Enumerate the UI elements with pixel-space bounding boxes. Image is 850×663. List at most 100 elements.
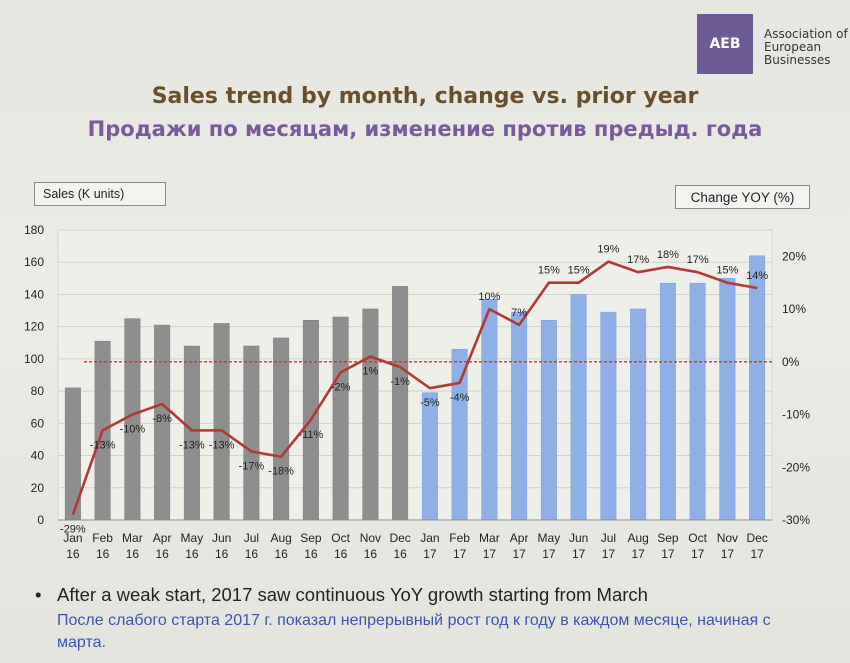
x-tick-year: 17: [572, 547, 586, 561]
data-label: -13%: [209, 439, 235, 451]
bar: [481, 299, 498, 521]
data-label: 17%: [687, 254, 709, 266]
bar: [451, 348, 468, 521]
x-tick-year: 16: [393, 547, 407, 561]
data-label: 17%: [627, 254, 649, 266]
data-label: -2%: [331, 381, 351, 393]
bar: [183, 345, 200, 521]
bar: [749, 255, 766, 521]
x-tick-month: Mar: [479, 531, 500, 545]
x-tick-month: Aug: [627, 531, 648, 545]
right-tick-label: 20%: [782, 249, 806, 263]
bar: [273, 337, 290, 521]
right-tick-label: -30%: [782, 513, 810, 527]
yoy-change-line: [71, 260, 758, 516]
left-tick-label: 180: [24, 223, 44, 237]
bar: [540, 319, 557, 521]
x-tick-year: 17: [661, 547, 675, 561]
left-tick-label: 0: [37, 513, 44, 527]
x-tick-month: Dec: [746, 531, 767, 545]
x-tick-year: 16: [185, 547, 199, 561]
data-label: 19%: [597, 244, 619, 256]
x-tick-month: Jul: [601, 531, 616, 545]
data-label: 15%: [716, 265, 738, 277]
note-russian: После слабого старта 2017 г. показал неп…: [57, 612, 771, 651]
left-axis-label: Sales (K units): [34, 182, 166, 206]
data-label: 7%: [511, 307, 527, 319]
data-label: 15%: [568, 265, 590, 277]
x-tick-month: Apr: [153, 531, 172, 545]
data-label: -17%: [239, 460, 265, 472]
x-tick-year: 17: [691, 547, 705, 561]
bar: [243, 345, 260, 521]
x-tick-year: 16: [274, 547, 288, 561]
data-label: -10%: [120, 424, 146, 436]
left-tick-label: 20: [31, 481, 45, 495]
left-tick-label: 120: [24, 320, 44, 334]
x-tick-year: 17: [602, 547, 616, 561]
x-tick-year: 17: [453, 547, 467, 561]
organization-name: Association of European Businesses: [764, 27, 848, 67]
bar: [421, 392, 438, 521]
x-tick-month: Sep: [300, 531, 322, 545]
sales-yoy-chart: 0 20 40 60 80 100 120 140 160 180 -30% -20% -10% 0% 10…: [24, 223, 810, 561]
bar: [719, 278, 736, 521]
x-tick-month: Nov: [360, 531, 381, 545]
right-axis-label: Change YOY (%): [675, 185, 810, 209]
left-axis-label-text: Sales (K units): [43, 187, 125, 201]
x-tick-year: 17: [542, 547, 556, 561]
data-label: -13%: [179, 439, 205, 451]
left-tick-label: 80: [31, 384, 45, 398]
x-tick-year: 17: [721, 547, 735, 561]
right-tick-label: -10%: [782, 408, 810, 422]
right-axis-label-text: Change YOY (%): [690, 189, 795, 205]
x-tick-year: 16: [334, 547, 348, 561]
note-english-text: After a weak start, 2017 saw continuous …: [57, 584, 648, 605]
left-tick-label: 140: [24, 287, 44, 301]
bar: [659, 282, 676, 521]
data-label: -4%: [450, 392, 470, 404]
left-tick-label: 160: [24, 255, 44, 269]
left-tick-label: 40: [31, 449, 45, 463]
x-tick-month: Apr: [510, 531, 529, 545]
x-tick-month: Jun: [569, 531, 588, 545]
bar: [362, 308, 379, 521]
left-tick-label: 60: [31, 416, 45, 430]
bar: [213, 323, 230, 521]
data-label: -8%: [152, 413, 172, 425]
x-tick-month: Feb: [92, 531, 113, 545]
x-tick-year: 16: [66, 547, 80, 561]
x-tick-year: 16: [364, 547, 378, 561]
right-tick-label: 10%: [782, 302, 806, 316]
x-tick-year: 17: [483, 547, 497, 561]
x-tick-year: 16: [304, 547, 318, 561]
aeb-logo: AEB: [697, 14, 753, 74]
data-label: 14%: [746, 270, 768, 282]
right-tick-label: 0%: [782, 355, 800, 369]
x-tick-month: Feb: [449, 531, 470, 545]
logo-mark: AEB: [709, 36, 741, 52]
bar: [600, 311, 617, 521]
x-tick-year: 16: [96, 547, 110, 561]
title-russian: Продажи по месяцам, изменение против пре…: [87, 117, 763, 141]
data-label: -29%: [60, 524, 86, 536]
data-label: 10%: [478, 291, 500, 303]
data-label: -18%: [268, 466, 294, 478]
x-tick-month: May: [181, 531, 204, 545]
x-tick-month: Jan: [63, 531, 82, 545]
x-tick-year: 17: [631, 547, 645, 561]
bar: [630, 308, 647, 521]
data-label: 15%: [538, 265, 560, 277]
x-tick-year: 17: [512, 547, 526, 561]
bar: [332, 316, 349, 521]
data-label: -11%: [298, 429, 323, 441]
left-tick-label: 100: [24, 352, 44, 366]
bar: [689, 282, 706, 521]
title-english: Sales trend by month, change vs. prior y…: [151, 84, 699, 109]
x-tick-year: 16: [245, 547, 259, 561]
data-label: 1%: [362, 366, 378, 378]
x-tick-month: Dec: [389, 531, 410, 545]
x-tick-month: May: [538, 531, 561, 545]
x-tick-month: Mar: [122, 531, 143, 545]
x-tick-month: Nov: [717, 531, 738, 545]
